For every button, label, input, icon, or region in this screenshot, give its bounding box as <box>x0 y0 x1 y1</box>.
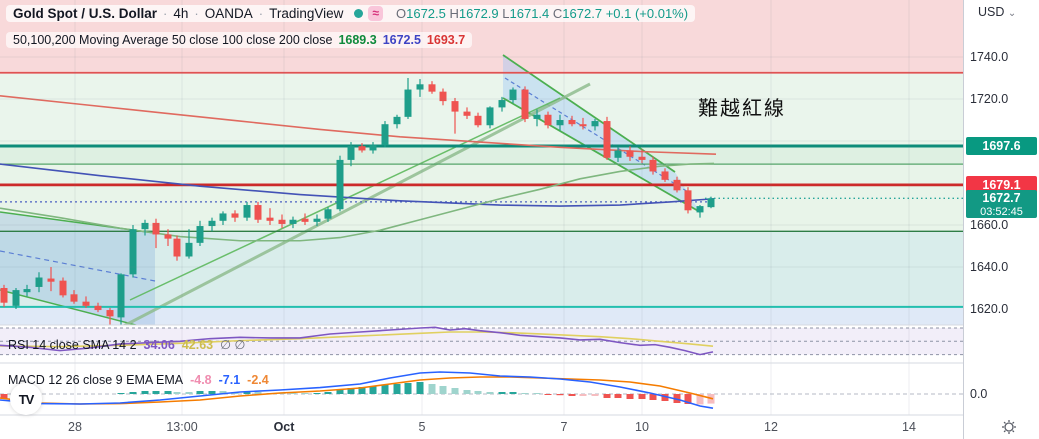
change-value: +0.1 (+0.01%) <box>605 6 689 21</box>
last-price-badge: 1672.7 03:52:45 <box>966 190 1037 219</box>
countdown-timer: 03:52:45 <box>980 206 1023 219</box>
trendline-0[interactable] <box>112 82 591 332</box>
ma-indicator-label[interactable]: 50,100,200 Moving Average 50 close 100 c… <box>13 33 333 47</box>
ma50-line <box>0 162 715 242</box>
ma100-line <box>0 163 715 207</box>
time-tick-Oct: Oct <box>273 420 295 434</box>
ma200-value: 1693.7 <box>426 33 466 47</box>
price-tick: 1720.0 <box>970 92 1009 106</box>
symbol-legend[interactable]: Gold Spot / U.S. Dollar · 4h · OANDA · T… <box>6 5 696 22</box>
ma50-value: 1689.3 <box>338 33 377 47</box>
chart-annotation-text: 難越紅線 <box>698 96 786 120</box>
open-value: 1672.5 <box>406 6 446 21</box>
macd-indicator-legend[interactable]: MACD 12 26 close 9 EMA EMA -4.8 -7.1 -2.… <box>8 373 269 387</box>
macd-label[interactable]: MACD 12 26 close 9 EMA EMA <box>8 373 184 387</box>
price-levels[interactable] <box>0 71 963 308</box>
interval-label[interactable]: 4h <box>173 6 189 21</box>
rsi-zero-flags: ∅ ∅ <box>220 338 246 352</box>
high-label: H <box>449 6 459 21</box>
time-tick-13:00: 13:00 <box>166 420 198 434</box>
rsi-pane[interactable] <box>0 326 963 356</box>
price-zones <box>0 0 963 325</box>
approx-price-icon[interactable]: ≈ <box>368 6 383 21</box>
ma200-line <box>0 95 717 156</box>
rsi-value: 34.06 <box>143 337 175 352</box>
close-label: C <box>552 6 563 21</box>
market-status-icon <box>354 9 364 18</box>
rsi-line <box>0 326 714 356</box>
separator: · <box>163 6 168 21</box>
price-tick: 1640.0 <box>970 260 1009 274</box>
time-tick-28: 28 <box>68 420 82 434</box>
symbol-title[interactable]: Gold Spot / U.S. Dollar <box>13 6 158 21</box>
chevron-down-icon: ⌄ <box>1007 8 1017 19</box>
macd-zero-tick: 0.0 <box>970 387 988 401</box>
resistance-price-badge: 1697.6 <box>966 137 1037 156</box>
currency-selector[interactable]: USD ⌄ <box>978 5 1016 19</box>
trendline-1[interactable] <box>129 97 561 301</box>
price-tick: 1660.0 <box>970 218 1009 232</box>
macd-main-line <box>0 371 714 409</box>
ohlc-values: O1672.5 H1672.9 L1671.4 C1672.7 +0.1 (+0… <box>396 6 688 21</box>
pane-separators[interactable] <box>0 324 1039 416</box>
price-tick: 1740.0 <box>970 50 1009 64</box>
rsi-indicator-legend[interactable]: RSI 14 close SMA 14 2 34.06 42.63 ∅ ∅ <box>8 337 246 353</box>
time-tick-14: 14 <box>902 420 916 434</box>
macd-signal-line <box>0 376 714 405</box>
separator: · <box>194 6 199 21</box>
candles <box>0 78 715 325</box>
rsi-label[interactable]: RSI 14 close SMA 14 2 <box>8 337 137 352</box>
currency-label: USD <box>978 5 1005 19</box>
exchange-label[interactable]: OANDA <box>204 6 253 21</box>
price-pane[interactable] <box>0 0 963 332</box>
macd-line-value: -7.1 <box>218 373 241 387</box>
brand-label: TradingView <box>269 6 344 21</box>
rsi-sma-line <box>0 331 714 348</box>
ma100-value: 1672.5 <box>382 33 421 47</box>
time-tick-10: 10 <box>635 420 649 434</box>
price-tick: 1620.0 <box>970 302 1009 316</box>
time-tick-12: 12 <box>764 420 778 434</box>
macd-signal-value: -2.4 <box>247 373 269 387</box>
last-price-value: 1672.7 <box>982 191 1021 206</box>
price-scale-axis[interactable]: USD ⌄ 1740.0 1720.0 1660.0 1640.0 1620.0 0.0 … <box>963 0 1039 439</box>
close-value: 1672.7 <box>562 6 603 21</box>
low-label: L <box>502 6 510 21</box>
high-value: 1672.9 <box>458 6 499 21</box>
ma-indicator-legend[interactable]: 50,100,200 Moving Average 50 close 100 c… <box>6 32 473 48</box>
time-tick-7: 7 <box>560 420 568 434</box>
low-value: 1671.4 <box>509 6 550 21</box>
separator: · <box>258 6 264 21</box>
support-price-badge: 1679.1 <box>966 175 1037 194</box>
macd-pane[interactable] <box>0 371 963 409</box>
rsi-sma-value: 42.63 <box>181 337 214 352</box>
time-tick-5: 5 <box>418 420 426 434</box>
macd-hist-value: -4.8 <box>190 373 212 387</box>
open-label: O <box>395 6 407 21</box>
tradingview-logo[interactable]: TV <box>10 383 42 415</box>
gear-icon[interactable] <box>964 415 1039 439</box>
